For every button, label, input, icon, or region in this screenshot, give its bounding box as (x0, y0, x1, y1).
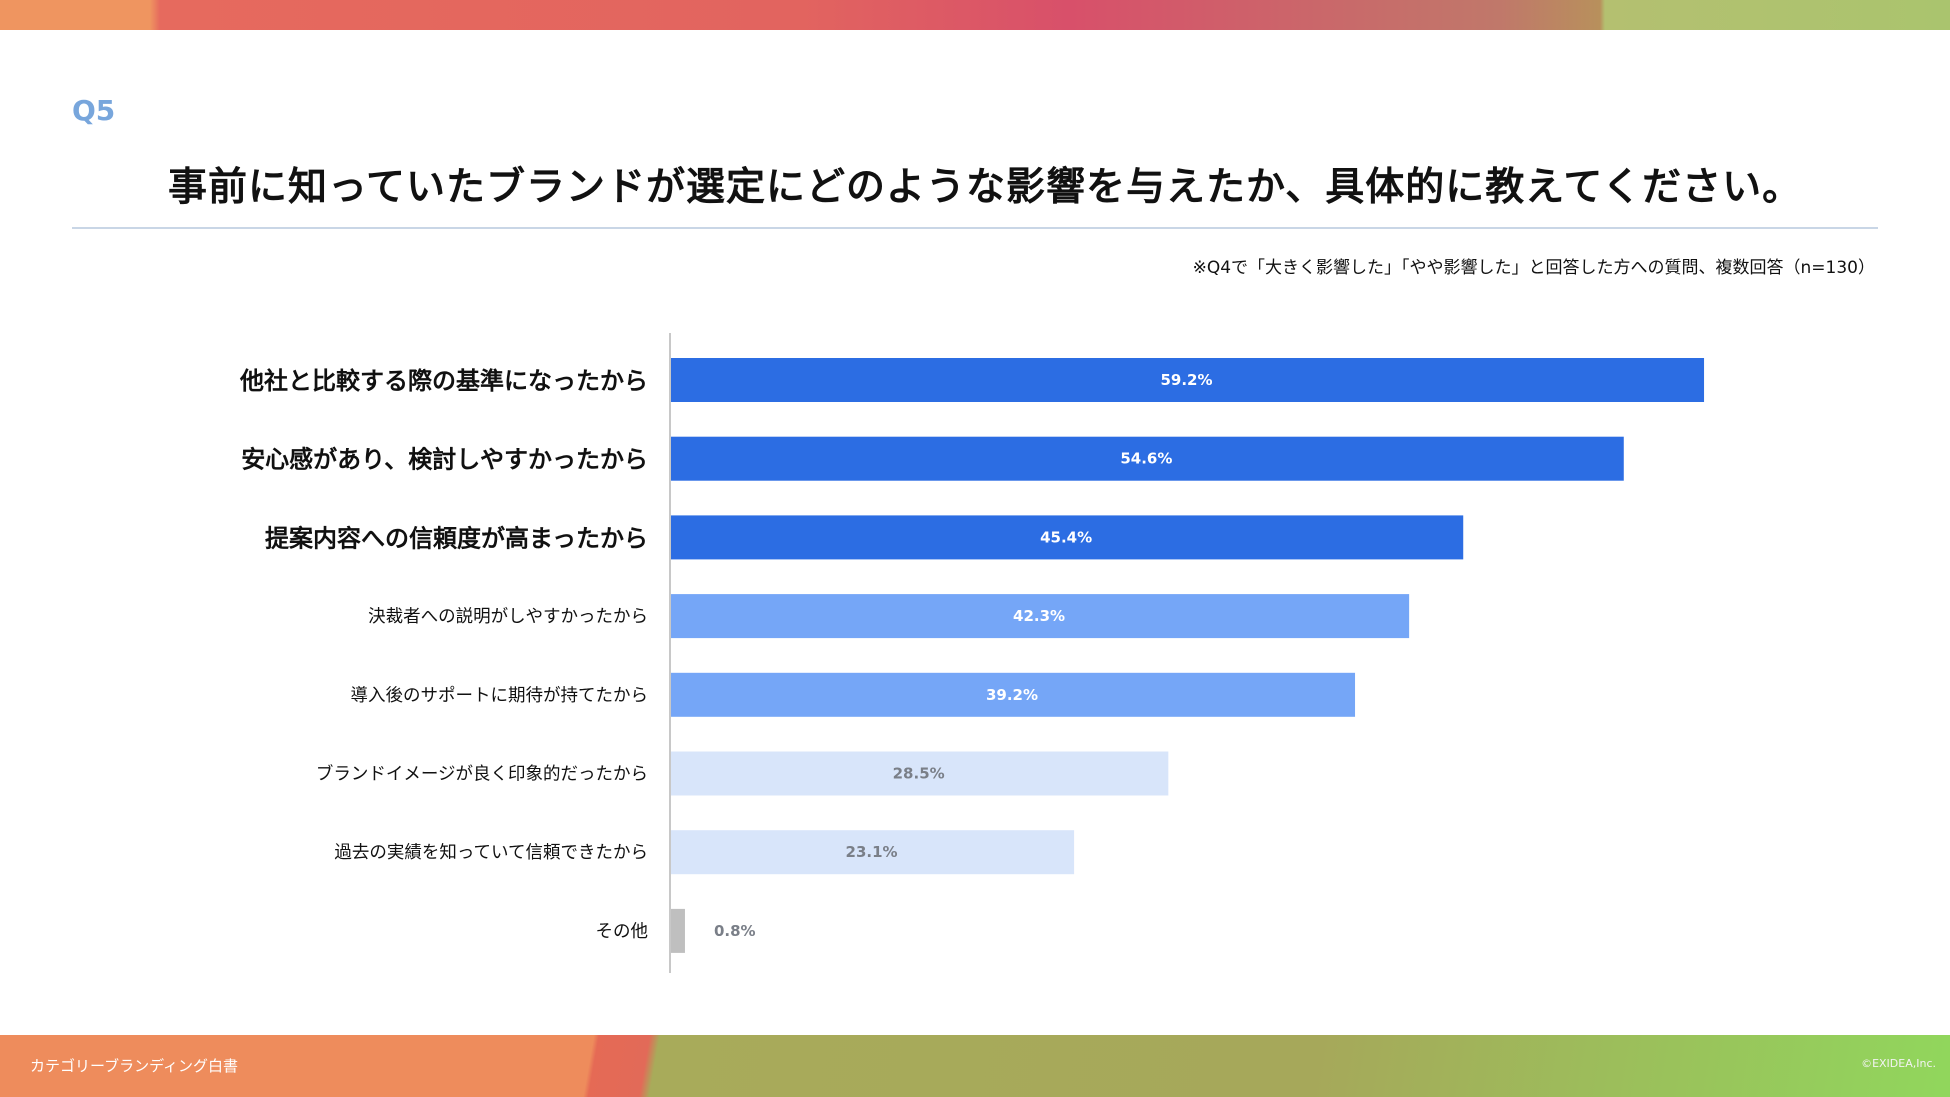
bar (671, 436, 1624, 481)
category-label: 過去の実績を知っていて信頼できたから (334, 843, 648, 863)
data-label: 42.3% (1013, 607, 1065, 625)
category-label: 決裁者への説明がしやすかったから (368, 607, 648, 627)
survey-note: ※Q4で「大きく影響した」「やや影響した」と回答した方への質問、複数回答（n=1… (1192, 258, 1875, 278)
footer-title: カテゴリーブランディング白書 (30, 1057, 239, 1075)
bar (671, 515, 1464, 560)
bar (671, 594, 1410, 639)
top-decorative-band (0, 0, 1950, 30)
bar (671, 908, 685, 953)
copyright: ©EXIDEA,Inc. (1861, 1057, 1936, 1070)
category-label: その他 (596, 922, 649, 942)
bar (671, 751, 1169, 796)
data-label: 0.8% (714, 922, 756, 940)
data-label: 23.1% (846, 843, 898, 861)
data-label: 54.6% (1120, 450, 1172, 468)
question-number: Q5 (72, 94, 116, 127)
category-label: ブランドイメージが良く印象的だったから (316, 764, 648, 785)
category-label: 提案内容への信頼度が高まったから (265, 524, 648, 552)
data-label: 39.2% (986, 686, 1038, 704)
category-label: 他社と比較する際の基準になったから (239, 367, 648, 395)
bar (671, 830, 1075, 875)
bar (671, 672, 1356, 717)
footer-band: カテゴリーブランディング白書 ©EXIDEA,Inc. (0, 1035, 1950, 1097)
page-title: 事前に知っていたブランドが選定にどのような影響を与えたか、具体的に教えてください… (168, 165, 1803, 210)
data-label: 45.4% (1040, 528, 1092, 546)
bar (671, 358, 1705, 402)
divider (72, 227, 1878, 229)
category-label: 導入後のサポートに期待が持てたから (351, 686, 649, 706)
data-label: 59.2% (1160, 371, 1212, 389)
data-label: 28.5% (893, 765, 945, 783)
category-label: 安心感があり、検討しやすかったから (241, 446, 648, 474)
